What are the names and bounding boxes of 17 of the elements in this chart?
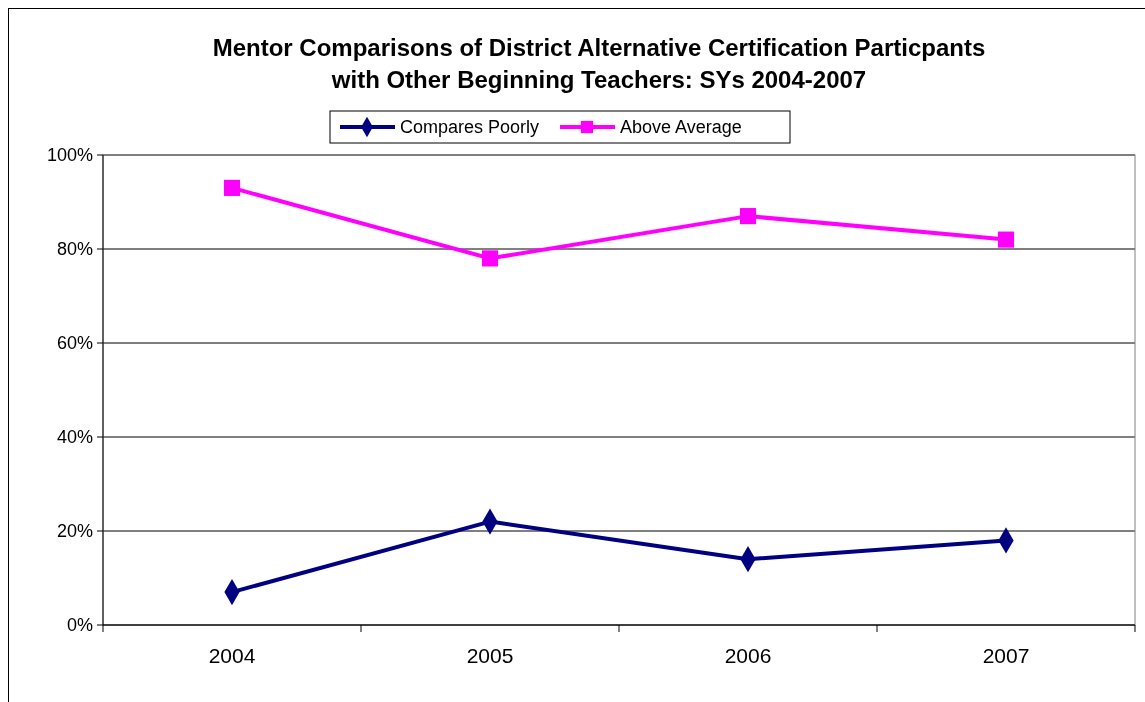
x-tick-label: 2007 [982, 644, 1030, 667]
y-tick-label: 80% [56, 239, 93, 260]
point [739, 208, 757, 225]
x-tick-label: 2005 [466, 644, 514, 667]
x-tick-label: 2004 [208, 644, 256, 667]
x-tick-label: 2006 [724, 644, 772, 667]
chart-title: Mentor Comparisons of District Alternative Certification Particpants with Other Beginning Teachers: SYs 2004-2007 [212, 34, 986, 93]
point [223, 179, 241, 196]
y-tick-label: 40% [56, 427, 93, 448]
y-tick-label: 100% [46, 145, 93, 166]
legend-label: Compares Poorly [400, 117, 540, 138]
y-tick-label: 0% [66, 615, 93, 636]
point [481, 250, 499, 267]
y-tick-label: 20% [56, 521, 93, 542]
point [997, 231, 1015, 248]
y-tick-label: 60% [56, 333, 93, 354]
legend-label: Above Average [620, 117, 742, 138]
